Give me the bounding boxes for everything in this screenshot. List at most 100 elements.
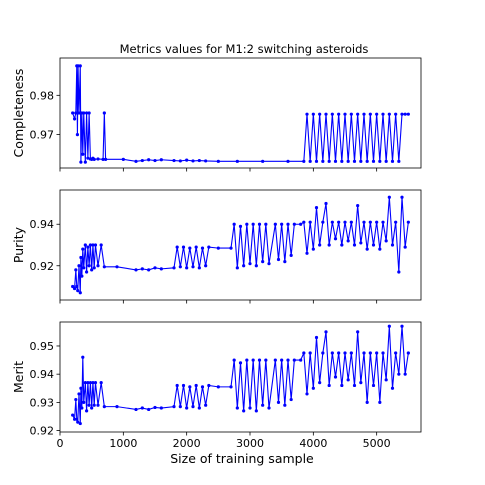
merit-data-point bbox=[82, 400, 86, 404]
purity-data-point bbox=[72, 286, 77, 291]
merit-y-tick-label: 0.92 bbox=[30, 425, 55, 438]
purity-data-point bbox=[115, 265, 119, 269]
purity-data-point bbox=[194, 245, 198, 249]
purity-data-point bbox=[406, 220, 410, 224]
completeness-series-line bbox=[72, 65, 409, 163]
x-tick-label: 2000 bbox=[173, 437, 201, 450]
merit-y-tick-label: 0.93 bbox=[30, 396, 55, 409]
purity-data-point bbox=[276, 257, 281, 262]
merit-data-point bbox=[289, 397, 293, 402]
completeness-data-point bbox=[359, 159, 363, 163]
merit-data-point bbox=[327, 383, 331, 388]
completeness-data-point bbox=[390, 159, 395, 163]
merit-data-point bbox=[204, 403, 208, 407]
purity-data-point bbox=[188, 246, 192, 250]
completeness-data-point bbox=[381, 112, 385, 116]
merit-data-point bbox=[75, 417, 79, 421]
merit-data-point bbox=[93, 381, 98, 385]
merit-data-point bbox=[340, 383, 344, 388]
completeness-data-point bbox=[406, 112, 410, 116]
purity-data-point bbox=[327, 243, 331, 247]
merit-data-point bbox=[115, 405, 119, 409]
merit-series bbox=[71, 324, 410, 426]
purity-data-point bbox=[333, 237, 338, 241]
purity-data-point bbox=[337, 220, 341, 224]
completeness-data-point bbox=[197, 158, 201, 163]
purity-data-point bbox=[93, 243, 98, 247]
completeness-data-point bbox=[378, 159, 382, 163]
purity-data-point bbox=[78, 291, 82, 295]
merit-data-point bbox=[302, 351, 306, 355]
merit-data-point bbox=[86, 381, 90, 385]
completeness-data-point bbox=[92, 157, 96, 161]
completeness-data-point bbox=[352, 159, 357, 163]
x-tick-label: 3000 bbox=[236, 437, 264, 450]
completeness-data-point bbox=[104, 157, 108, 161]
purity-series bbox=[71, 195, 410, 295]
completeness-y-tick-label: 0.98 bbox=[30, 89, 55, 102]
merit-data-point bbox=[74, 397, 78, 402]
purity-data-point bbox=[88, 243, 92, 247]
purity-data-point bbox=[254, 264, 258, 268]
completeness-data-point bbox=[74, 111, 78, 115]
merit-data-point bbox=[197, 406, 201, 410]
completeness-data-point bbox=[327, 159, 331, 163]
merit-data-point bbox=[245, 358, 249, 362]
completeness-data-point bbox=[101, 157, 105, 161]
merit-data-point bbox=[159, 406, 163, 410]
merit-data-point bbox=[194, 383, 198, 388]
purity-data-point bbox=[387, 195, 391, 199]
merit-data-point bbox=[276, 400, 281, 404]
completeness-data-point bbox=[204, 159, 208, 163]
purity-data-point bbox=[102, 265, 106, 269]
completeness-data-point bbox=[134, 159, 138, 163]
purity-data-point bbox=[204, 264, 208, 268]
merit-data-point bbox=[238, 361, 243, 365]
purity-data-point bbox=[384, 239, 388, 243]
purity-axes-frame bbox=[59, 189, 422, 301]
purity-data-point bbox=[197, 266, 201, 270]
merit-data-point bbox=[175, 383, 179, 388]
merit-data-point bbox=[378, 400, 382, 404]
purity-data-point bbox=[71, 284, 75, 289]
purity-data-point bbox=[321, 220, 325, 224]
purity-data-point bbox=[302, 220, 306, 224]
merit-data-point bbox=[267, 406, 271, 410]
purity-data-point bbox=[80, 274, 84, 278]
purity-data-point bbox=[359, 241, 363, 245]
completeness-data-point bbox=[356, 112, 360, 116]
purity-data-point bbox=[77, 264, 81, 268]
merit-data-point bbox=[390, 386, 395, 390]
purity-data-point bbox=[79, 255, 83, 260]
purity-data-point bbox=[330, 220, 334, 224]
merit-data-point bbox=[72, 417, 77, 421]
purity-data-point bbox=[261, 260, 265, 264]
completeness-data-point bbox=[324, 112, 328, 116]
merit-panel: 0.92 0.93 0.94 0.95 0 1000 2000 3000 4000 5000 Mer… bbox=[11, 321, 422, 450]
completeness-data-point bbox=[147, 158, 151, 162]
completeness-data-point bbox=[384, 159, 388, 163]
purity-data-point bbox=[216, 246, 220, 250]
merit-data-point bbox=[308, 351, 312, 355]
purity-data-point bbox=[403, 245, 407, 249]
merit-data-point bbox=[78, 421, 82, 426]
merit-data-point bbox=[102, 405, 106, 409]
purity-data-point bbox=[87, 264, 91, 268]
merit-y-tick-label: 0.95 bbox=[30, 340, 55, 353]
merit-y-tick-label: 0.94 bbox=[30, 368, 55, 381]
purity-data-point bbox=[365, 247, 369, 251]
purity-data-point bbox=[75, 284, 79, 289]
purity-data-point bbox=[394, 220, 398, 224]
merit-data-point bbox=[216, 385, 220, 389]
completeness-data-point bbox=[330, 112, 334, 116]
completeness-data-point bbox=[302, 159, 306, 163]
purity-data-point bbox=[381, 220, 385, 224]
merit-data-point bbox=[362, 351, 366, 355]
purity-data-point bbox=[299, 222, 303, 226]
purity-data-point bbox=[207, 245, 211, 249]
purity-data-point bbox=[85, 270, 89, 274]
merit-data-point bbox=[397, 372, 401, 376]
merit-data-point bbox=[346, 378, 350, 382]
merit-data-point bbox=[387, 324, 391, 328]
